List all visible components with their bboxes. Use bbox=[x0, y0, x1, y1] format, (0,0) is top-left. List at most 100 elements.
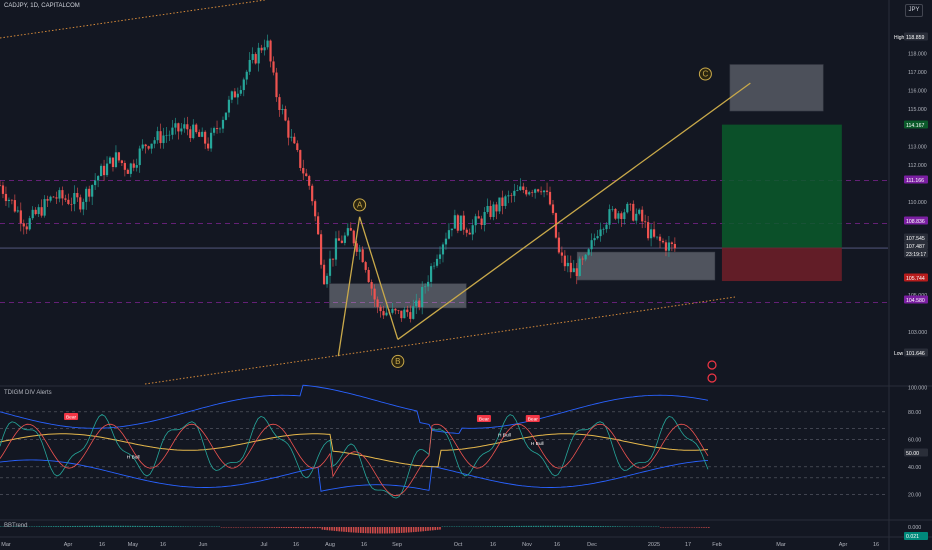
bbtrend-bar bbox=[86, 525, 88, 527]
alert-icon bbox=[707, 373, 717, 383]
bbtrend-bar bbox=[698, 527, 700, 528]
candle-body bbox=[406, 309, 409, 313]
bbtrend-bar bbox=[477, 526, 480, 527]
candle-body bbox=[218, 128, 222, 130]
bbtrend-bar bbox=[112, 525, 115, 527]
bbtrend-bar bbox=[331, 527, 333, 531]
bbtrend-bar bbox=[216, 526, 218, 527]
bbtrend-bar bbox=[199, 526, 201, 527]
bbtrend-bar bbox=[676, 527, 679, 528]
time-axis-label: Jul bbox=[260, 542, 267, 548]
pattern-marker bbox=[353, 198, 367, 212]
bbtrend-bar bbox=[432, 527, 434, 531]
price-tick-label: 116.000 bbox=[908, 89, 927, 95]
time-axis-label: Dec bbox=[587, 542, 597, 548]
bbtrend-bar bbox=[580, 525, 583, 527]
candle-body bbox=[647, 222, 650, 239]
market-base-line bbox=[0, 433, 709, 468]
candle-body bbox=[198, 132, 201, 137]
candle-body bbox=[534, 189, 537, 193]
bear-signal-label: Bear bbox=[528, 417, 539, 423]
bbtrend-bar bbox=[640, 526, 643, 527]
bbtrend-bar bbox=[148, 525, 151, 527]
bbtrend-bar bbox=[688, 527, 691, 528]
channel-upper-line bbox=[0, 0, 266, 39]
candle-body bbox=[652, 229, 656, 237]
bbtrend-bar bbox=[288, 527, 290, 528]
bbtrend-indicator-title[interactable]: BBTrend bbox=[4, 523, 28, 529]
candle-body bbox=[450, 228, 454, 231]
bbtrend-bar bbox=[595, 526, 597, 527]
bbtrend-bar bbox=[468, 526, 470, 527]
candle-body bbox=[141, 144, 144, 149]
bbtrend-bar bbox=[643, 526, 645, 527]
candle-body bbox=[528, 192, 531, 195]
bbtrend-bar bbox=[228, 527, 230, 528]
bbtrend-bar bbox=[628, 526, 631, 527]
bbtrend-bar bbox=[403, 527, 405, 533]
bbtrend-bar bbox=[117, 525, 120, 527]
candle-body bbox=[16, 210, 19, 212]
candle-body bbox=[495, 204, 498, 212]
candle-body bbox=[385, 312, 388, 316]
bbtrend-bar bbox=[261, 527, 264, 528]
candle-body bbox=[195, 124, 198, 133]
bbtrend-bar bbox=[285, 527, 288, 528]
pattern-line bbox=[397, 82, 751, 340]
candle-body bbox=[296, 143, 299, 151]
bbtrend-bar bbox=[127, 525, 129, 527]
bbtrend-bar bbox=[2, 526, 4, 527]
bbtrend-bar bbox=[408, 527, 410, 533]
time-axis-label: Apr bbox=[839, 542, 848, 548]
bbtrend-bar bbox=[537, 525, 540, 527]
bbtrend-bar bbox=[372, 527, 374, 534]
bbtrend-bar bbox=[684, 527, 686, 528]
candle-body bbox=[382, 311, 385, 316]
bbtrend-bar bbox=[156, 526, 158, 527]
bbtrend-bar bbox=[571, 525, 573, 527]
bbtrend-bar bbox=[480, 526, 482, 527]
bbtrend-bar bbox=[561, 525, 564, 527]
bbtrend-bar bbox=[664, 527, 667, 528]
candle-body bbox=[593, 238, 596, 241]
bbtrend-bar bbox=[211, 526, 213, 527]
candle-body bbox=[429, 266, 433, 282]
bbtrend-bar bbox=[55, 526, 57, 527]
support-zone bbox=[576, 251, 716, 281]
candle-body bbox=[415, 300, 418, 307]
candle-body bbox=[266, 40, 269, 48]
bbtrend-bar bbox=[648, 526, 650, 527]
indicator-tick-label: 80.00 bbox=[908, 410, 921, 416]
candle-body bbox=[236, 93, 239, 98]
bbtrend-bar bbox=[122, 525, 124, 527]
price-badge bbox=[904, 241, 928, 250]
price-badge bbox=[904, 348, 928, 357]
bbtrend-bar bbox=[326, 527, 328, 531]
candle-body bbox=[257, 47, 260, 64]
bbtrend-bar bbox=[345, 527, 348, 532]
candle-body bbox=[111, 157, 115, 167]
bull-signal-label: H Bull bbox=[127, 455, 140, 461]
candle-body bbox=[162, 135, 165, 144]
currency-button[interactable]: JPY bbox=[905, 4, 923, 17]
candle-body bbox=[7, 199, 11, 202]
candle-body bbox=[308, 176, 311, 186]
tdi-indicator-title[interactable]: TDIGM DIV Alerts bbox=[4, 390, 52, 396]
candle-body bbox=[459, 215, 462, 231]
bbtrend-bar bbox=[175, 526, 177, 527]
candle-body bbox=[578, 258, 581, 276]
bbtrend-bar bbox=[153, 526, 156, 527]
candle-body bbox=[144, 144, 147, 147]
trade-signal-line bbox=[0, 423, 709, 497]
pattern-label: C bbox=[703, 70, 709, 79]
bbtrend-bar bbox=[213, 526, 216, 527]
alert-icon bbox=[707, 360, 717, 370]
bbtrend-bar bbox=[357, 527, 360, 533]
price-badge-label: 111.166 bbox=[906, 178, 924, 184]
bbtrend-bar bbox=[636, 526, 638, 527]
bbtrend-bar bbox=[604, 526, 607, 527]
bbtrend-bar bbox=[672, 527, 674, 528]
candle-body bbox=[263, 47, 266, 51]
candle-body bbox=[64, 198, 67, 200]
